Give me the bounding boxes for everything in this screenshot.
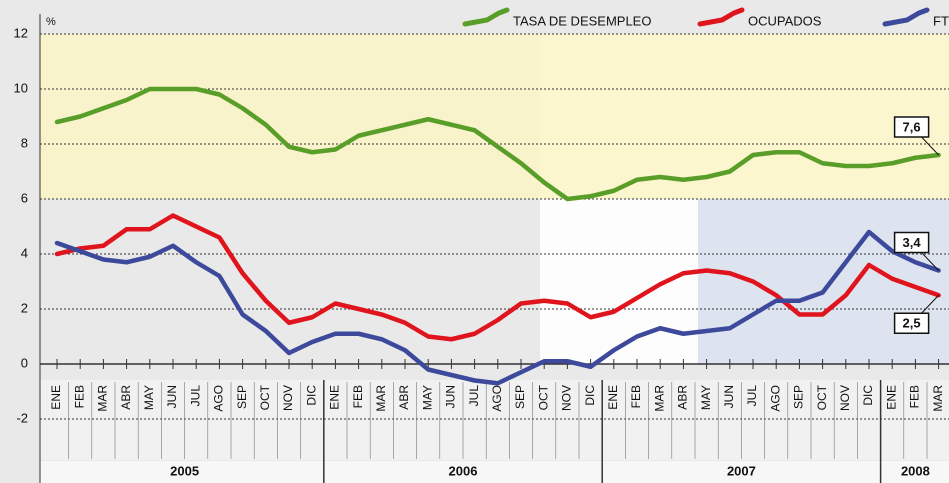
highlight-area xyxy=(698,199,949,364)
x-tick-label: DIC xyxy=(861,385,875,406)
x-tick-label: OCT xyxy=(815,384,829,410)
x-tick-label: JUN xyxy=(165,385,179,408)
x-tick-label: JUN xyxy=(444,385,458,408)
x-tick-label: DIC xyxy=(304,385,318,406)
y-tick-label: -2 xyxy=(16,410,28,425)
x-tick-label: ABR xyxy=(676,385,690,410)
x-tick-label: MAR xyxy=(652,385,666,412)
year-label: 2007 xyxy=(727,463,756,478)
year-label: 2005 xyxy=(170,463,199,478)
y-tick-label: 6 xyxy=(21,190,28,205)
data-label: 2,5 xyxy=(903,316,921,331)
x-tick-label: ABR xyxy=(397,385,411,410)
y-tick-label: 8 xyxy=(21,135,28,150)
x-tick-label: MAR xyxy=(931,385,945,412)
x-tick-label: ENE xyxy=(49,385,63,410)
x-tick-label: NOV xyxy=(560,385,574,411)
x-tick-label: AGO xyxy=(490,385,504,412)
x-tick-label: NOV xyxy=(281,385,295,411)
data-label: 7,6 xyxy=(903,119,921,134)
x-tick-label: FEB xyxy=(351,385,365,408)
legend-label: OCUPADOS xyxy=(748,13,822,28)
x-tick-label: ENE xyxy=(606,385,620,410)
y-tick-label: 0 xyxy=(21,355,28,370)
y-tick-label: 2 xyxy=(21,300,28,315)
legend-label: TASA DE DESEMPLEO xyxy=(513,13,651,28)
x-tick-label: MAR xyxy=(374,385,388,412)
x-tick-label: FEB xyxy=(908,385,922,408)
x-tick-label: MAY xyxy=(420,385,434,410)
data-label: 3,4 xyxy=(903,235,922,250)
x-tick-label: JUL xyxy=(188,385,202,407)
x-tick-label: AGO xyxy=(212,385,226,412)
year-label: 2006 xyxy=(449,463,478,478)
x-tick-label: SEP xyxy=(792,385,806,409)
chart: -2 0 2 4 6 8 10 12 ENE FEB MAR ABR MAY JUN JUL AGO SEP OC… xyxy=(0,0,949,483)
x-tick-label: JUL xyxy=(467,385,481,407)
year-label: 2008 xyxy=(901,463,930,478)
x-tick-label: MAY xyxy=(142,385,156,410)
y-tick-label: 12 xyxy=(14,25,28,40)
x-tick-label: MAY xyxy=(699,385,713,410)
x-tick-label: ENE xyxy=(884,385,898,410)
x-tick-label: OCT xyxy=(258,384,272,410)
x-tick-label: MAR xyxy=(96,385,110,412)
x-tick-label: ENE xyxy=(328,385,342,410)
x-tick-label: SEP xyxy=(235,385,249,409)
x-tick-label: SEP xyxy=(513,385,527,409)
x-tick-label: OCT xyxy=(536,384,550,410)
y-tick-label: 10 xyxy=(14,80,28,95)
x-tick-label: FEB xyxy=(72,385,86,408)
x-tick-label: JUN xyxy=(722,385,736,408)
x-tick-label: FEB xyxy=(629,385,643,408)
x-tick-label: JUL xyxy=(745,385,759,407)
y-tick-label: 4 xyxy=(21,245,28,260)
legend-label: FT xyxy=(933,13,949,28)
x-tick-label: AGO xyxy=(768,385,782,412)
x-tick-label: DIC xyxy=(583,385,597,406)
band xyxy=(40,34,949,199)
x-tick-label: ABR xyxy=(119,385,133,410)
y-unit: % xyxy=(46,16,56,28)
x-tick-label: NOV xyxy=(838,385,852,411)
